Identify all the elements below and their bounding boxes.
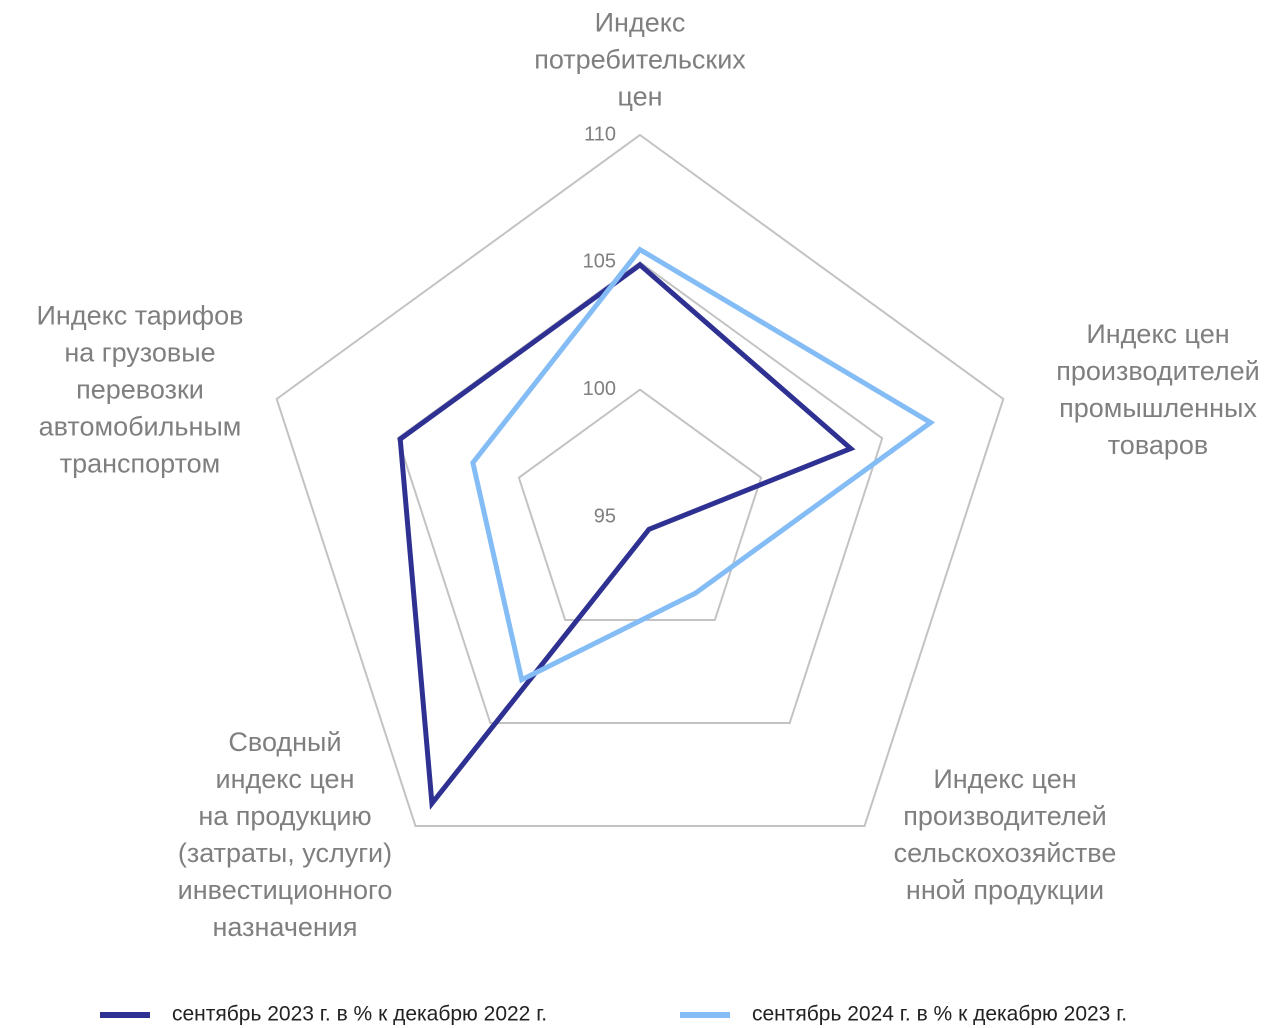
tick-label: 105 [583,251,616,273]
category-label: Индекс цен производителей сельскохозяйст… [893,764,1117,905]
tick-label: 95 [594,505,616,527]
category-label: Индекс цен производителей промышленных т… [1056,319,1260,460]
series-line [470,246,936,684]
tick-label: 100 [583,378,616,400]
category-label: Сводный индекс цен на продукцию (затраты… [177,727,393,942]
category-label: Индекс тарифов на грузовые перевозки авт… [36,300,244,479]
grid-ring [517,388,763,622]
legend-label: сентябрь 2024 г. в % к декабрю 2023 г. [752,1003,1127,1026]
series-line [397,261,856,810]
grid-ring [275,133,1005,828]
legend-label: сентябрь 2023 г. в % к декабрю 2022 г. [172,1003,547,1026]
category-label: Индекс потребительских цен [534,7,746,112]
tick-label: 110 [584,123,616,145]
grid-ring [396,261,884,725]
